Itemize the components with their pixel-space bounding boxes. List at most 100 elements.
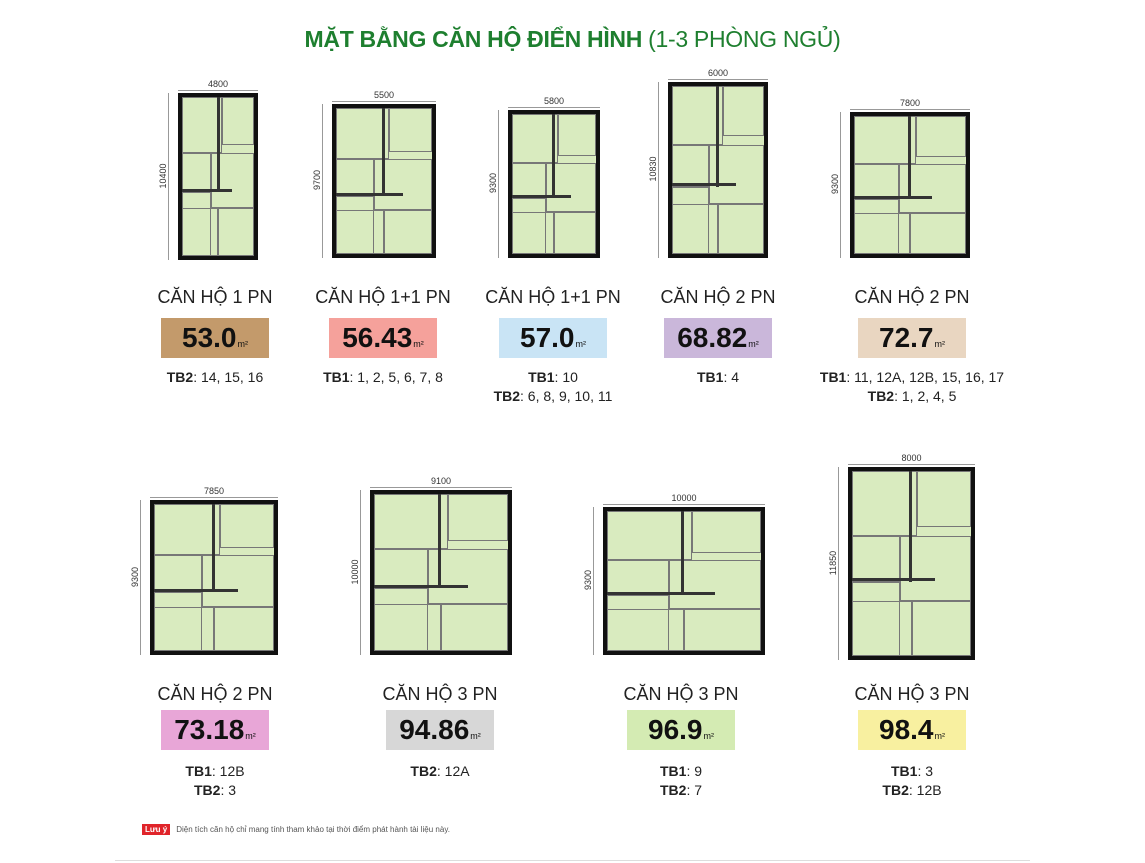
width-dimension: 7800 <box>850 98 970 110</box>
room <box>911 600 971 656</box>
unit-numbers: : 3 <box>220 782 237 798</box>
tower-label: TB2 <box>193 782 221 798</box>
room <box>684 609 761 651</box>
divider <box>115 860 1030 861</box>
interior-wall <box>716 86 720 187</box>
unit-type-title: CĂN HỘ 3 PN <box>854 684 970 704</box>
room <box>898 164 966 213</box>
unit-type-title: CĂN HỘ 1 PN <box>157 287 273 307</box>
room <box>899 535 971 601</box>
tower-label: TB2 <box>867 388 895 404</box>
room <box>718 203 764 254</box>
height-dimension: 9300 <box>830 173 840 195</box>
unit-type-title: CĂN HỘ 2 PN <box>660 287 776 307</box>
unit-type-title: CĂN HỘ 1+1 PN <box>485 287 621 307</box>
room <box>607 560 669 595</box>
title-light: (1-3 PHÒNG NGỦ) <box>648 26 841 52</box>
unit-list: TB1: 12B TB2: 3 <box>85 762 345 800</box>
height-dimension-line <box>168 93 169 260</box>
room <box>388 108 432 152</box>
unit-list: TB1: 1, 2, 5, 6, 7, 8 <box>253 368 513 387</box>
room <box>374 159 432 211</box>
width-dimension: 10000 <box>603 493 765 505</box>
unit-list: TB2: 14, 15, 16 <box>85 368 345 387</box>
unit-type-title: CĂN HỘ 1+1 PN <box>315 287 451 307</box>
area-badge: 57.0m² <box>499 318 607 358</box>
unit-line: TB2: 14, 15, 16 <box>85 368 345 387</box>
room <box>154 606 214 651</box>
floor-plan <box>508 110 600 258</box>
room <box>220 504 274 549</box>
height-dimension: 9700 <box>312 169 322 191</box>
height-dimension-line <box>140 500 141 655</box>
room <box>427 548 508 604</box>
room <box>607 609 684 651</box>
unit-list: TB1: 4 <box>588 368 848 387</box>
area-badge: 56.43m² <box>329 318 437 358</box>
room <box>210 152 254 209</box>
height-dimension-line <box>360 490 361 655</box>
room <box>545 163 596 212</box>
height-dimension: 10000 <box>350 558 360 585</box>
page-title: MẶT BẰNG CĂN HỘ ĐIỂN HÌNH (1-3 PHÒNG NGỦ… <box>0 26 1145 53</box>
room <box>852 471 918 536</box>
unit-line: TB1: 3 <box>782 762 1042 781</box>
height-dimension: 10830 <box>648 156 658 182</box>
unit-line: TB2: 1, 2, 4, 5 <box>782 387 1042 406</box>
tower-label: TB1 <box>890 763 918 779</box>
unit-numbers: : 3 <box>917 763 934 779</box>
height-dimension-line <box>658 82 659 258</box>
room <box>214 606 274 651</box>
room <box>558 114 596 156</box>
room <box>182 152 211 193</box>
room <box>384 210 432 254</box>
height-dimension: 9300 <box>130 566 140 587</box>
unit-list: TB1: 9 TB2: 7 <box>551 762 811 800</box>
area-unit: m² <box>575 339 587 349</box>
unit-line: TB1: 4 <box>588 368 848 387</box>
interior-wall <box>374 585 468 589</box>
unit-numbers: : 12B <box>211 763 245 779</box>
room <box>221 97 254 145</box>
interior-wall <box>607 592 715 596</box>
room <box>672 144 709 187</box>
room <box>512 163 546 198</box>
room <box>910 212 966 254</box>
unit-list: TB1: 10 TB2: 6, 8, 9, 10, 11 <box>423 368 683 406</box>
interior-wall <box>907 116 911 199</box>
room <box>182 97 222 153</box>
height-dimension-line <box>593 507 594 655</box>
area-badge: 68.82m² <box>664 318 772 358</box>
area-value: 68.82 <box>677 322 748 353</box>
room <box>218 208 254 256</box>
room <box>852 600 912 656</box>
room <box>374 603 441 651</box>
room <box>336 108 389 160</box>
room <box>672 203 718 254</box>
unit-list: TB1: 3 TB2: 12B <box>782 762 1042 800</box>
room <box>607 511 692 560</box>
area-badge: 98.4m² <box>858 710 966 750</box>
height-dimension: 10400 <box>158 162 168 189</box>
floor-plan <box>332 104 436 258</box>
interior-wall <box>438 494 442 589</box>
area-badge: 72.7m² <box>858 318 966 358</box>
unit-numbers: : 9 <box>686 763 703 779</box>
room <box>154 555 202 593</box>
unit-type-title: CĂN HỘ 2 PN <box>854 287 970 307</box>
tower-label: TB2 <box>166 369 194 385</box>
tower-label: TB2 <box>659 782 687 798</box>
tower-label: TB2 <box>493 388 521 404</box>
room <box>154 504 220 556</box>
room <box>554 212 596 254</box>
interior-wall <box>382 108 386 196</box>
note-text: Diện tích căn hộ chỉ mang tính tham khảo… <box>176 825 450 834</box>
room <box>336 159 375 196</box>
interior-wall <box>211 504 215 593</box>
interior-wall <box>672 183 737 187</box>
unit-numbers: : 14, 15, 16 <box>193 369 264 385</box>
tower-label: TB1 <box>819 369 847 385</box>
width-dimension: 5500 <box>332 90 436 102</box>
room <box>202 555 274 607</box>
height-dimension: 9300 <box>488 172 498 194</box>
